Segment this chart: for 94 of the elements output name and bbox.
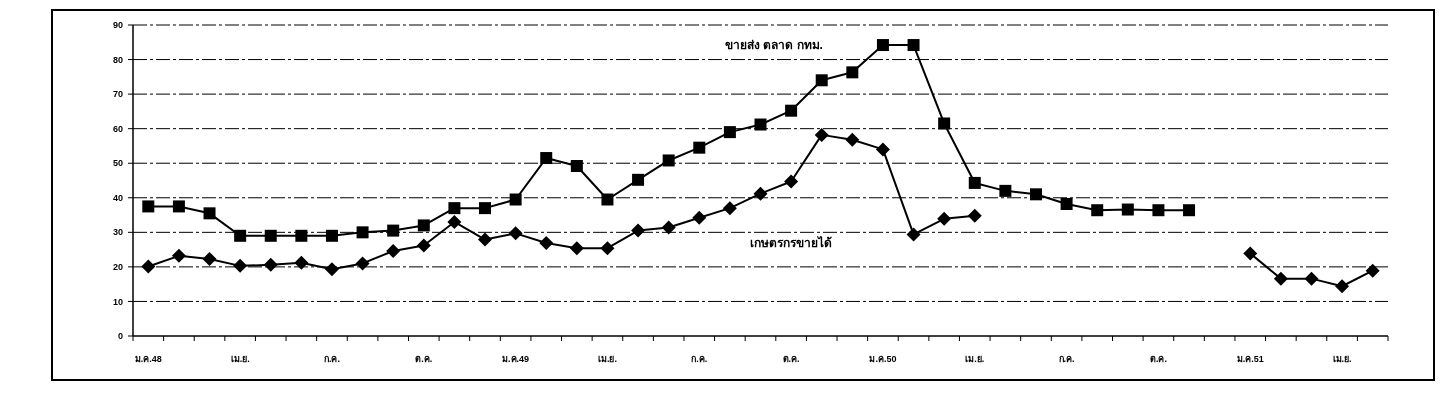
point bbox=[785, 104, 798, 117]
x-tick-label: ต.ค. bbox=[782, 354, 800, 364]
y-tick-label: 10 bbox=[112, 296, 123, 307]
point bbox=[355, 256, 370, 271]
y-tick-label: 40 bbox=[112, 192, 123, 203]
point bbox=[754, 118, 767, 131]
point bbox=[142, 200, 155, 213]
x-tick-label: ม.ค.50 bbox=[869, 354, 897, 364]
point bbox=[938, 117, 951, 130]
y-tick-label: 70 bbox=[112, 89, 123, 100]
point bbox=[387, 224, 400, 237]
point bbox=[509, 193, 522, 206]
point bbox=[264, 229, 277, 242]
point bbox=[479, 202, 492, 215]
point bbox=[447, 214, 462, 229]
x-tick-label: ต.ค. bbox=[415, 354, 433, 364]
x-tick-label: เม.ย. bbox=[597, 354, 617, 364]
point bbox=[1273, 271, 1288, 286]
point bbox=[1243, 246, 1258, 261]
point bbox=[325, 229, 338, 242]
point bbox=[386, 243, 401, 258]
point bbox=[845, 132, 860, 147]
point bbox=[907, 39, 920, 52]
point bbox=[1029, 188, 1042, 201]
point bbox=[356, 226, 369, 239]
point bbox=[875, 142, 890, 157]
point bbox=[508, 226, 523, 241]
point bbox=[570, 159, 583, 172]
point bbox=[324, 262, 339, 277]
x-tick-label: ม.ค.51 bbox=[1236, 354, 1264, 364]
point bbox=[814, 127, 829, 142]
x-tick-label: ม.ค.49 bbox=[502, 354, 530, 364]
point bbox=[600, 241, 615, 256]
point bbox=[937, 211, 952, 226]
point bbox=[478, 232, 493, 247]
point bbox=[233, 258, 248, 273]
point bbox=[1335, 279, 1350, 294]
point bbox=[723, 126, 736, 139]
point bbox=[1183, 204, 1196, 217]
y-tick-label: 80 bbox=[112, 54, 123, 65]
point bbox=[662, 154, 675, 167]
y-tick-label: 50 bbox=[112, 158, 123, 169]
point bbox=[416, 238, 431, 253]
x-tick-label: ก.ค. bbox=[1058, 354, 1075, 364]
point bbox=[846, 66, 859, 79]
y-tick-label: 60 bbox=[112, 123, 123, 134]
x-tick-label: เม.ย. bbox=[965, 354, 985, 364]
point bbox=[141, 259, 156, 274]
point bbox=[1152, 204, 1165, 217]
point bbox=[967, 208, 982, 223]
point bbox=[294, 255, 309, 270]
x-tick-label: ก.ค. bbox=[691, 354, 708, 364]
point bbox=[906, 227, 921, 242]
point bbox=[1060, 198, 1073, 210]
x-tick-label: เม.ย. bbox=[1332, 354, 1352, 364]
point bbox=[661, 220, 676, 235]
point bbox=[1091, 204, 1104, 217]
point bbox=[692, 210, 707, 225]
point bbox=[876, 39, 889, 52]
point bbox=[815, 74, 828, 87]
point bbox=[693, 141, 706, 154]
point bbox=[784, 174, 799, 189]
point bbox=[569, 241, 584, 256]
point bbox=[999, 184, 1012, 197]
y-tick-label: 0 bbox=[117, 331, 123, 342]
point bbox=[203, 207, 216, 220]
point bbox=[1365, 263, 1380, 278]
y-tick-label: 30 bbox=[112, 227, 123, 238]
point bbox=[631, 223, 646, 238]
point bbox=[632, 173, 645, 186]
point bbox=[753, 186, 768, 201]
point bbox=[539, 236, 554, 251]
x-tick-label: ก.ค. bbox=[323, 354, 340, 364]
x-tick-label: เม.ย. bbox=[230, 354, 250, 364]
point bbox=[722, 201, 737, 216]
point bbox=[540, 152, 553, 165]
y-tick-label: 90 bbox=[112, 20, 123, 31]
text: เกษตรกรขายได้ bbox=[749, 234, 832, 250]
point bbox=[448, 202, 461, 215]
point bbox=[968, 176, 981, 189]
x-tick-label: ม.ค.48 bbox=[134, 354, 162, 364]
point bbox=[601, 193, 614, 206]
point bbox=[417, 219, 430, 232]
point bbox=[171, 248, 186, 263]
series-label: ขายส่ง ตลาด กทม. bbox=[724, 38, 823, 53]
point bbox=[263, 257, 278, 272]
point bbox=[202, 251, 217, 266]
point bbox=[295, 229, 308, 242]
x-tick-label: ต.ค. bbox=[1149, 354, 1167, 364]
point bbox=[1304, 271, 1319, 286]
y-tick-label: 20 bbox=[112, 262, 123, 273]
point bbox=[234, 229, 247, 242]
point bbox=[1121, 203, 1134, 216]
point bbox=[172, 200, 185, 213]
